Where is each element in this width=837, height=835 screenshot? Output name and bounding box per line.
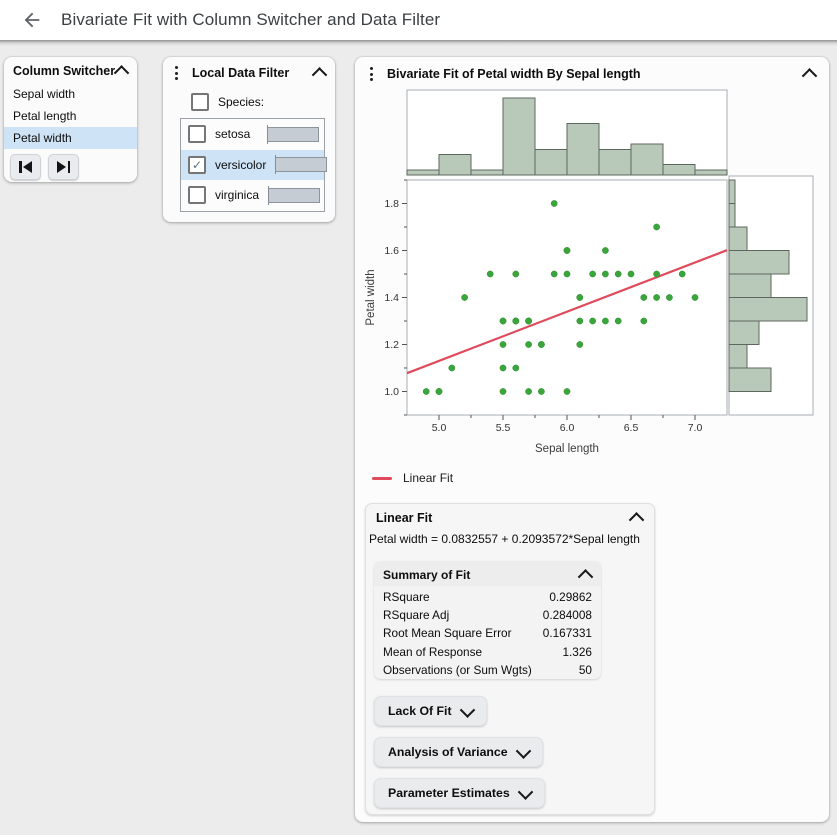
row-label: RSquare — [383, 590, 430, 604]
level-count-bar[interactable] — [275, 155, 328, 175]
legend-line-swatch — [372, 476, 392, 480]
filter-level-versicolor[interactable]: ✓ versicolor — [181, 149, 328, 181]
fit-equation: Petal width = 0.0832557 + 0.2093572*Sepa… — [369, 532, 640, 546]
summary-of-fit-card: Summary of Fit RSquare 0.29862 RSquare Adj… — [374, 561, 601, 679]
app-header: Bivariate Fit with Column Switcher and D… — [0, 0, 837, 40]
summary-of-fit-rows: RSquare 0.29862 RSquare Adj 0.284008 Root Me… — [374, 586, 601, 679]
bivariate-title: Bivariate Fit of Petal width By Sepal le… — [387, 67, 641, 81]
row-label: Observations (or Sum Wgts) — [383, 662, 532, 677]
linear-fit-card: Linear Fit Petal width = 0.0832557 + 0.2… — [365, 503, 655, 815]
menu-dots-icon[interactable] — [172, 64, 181, 82]
filter-level-setosa[interactable]: setosa — [181, 119, 324, 150]
chevron-down-icon — [515, 742, 531, 759]
summary-row: RSquare Adj 0.284008 — [374, 606, 601, 624]
step-backward-icon — [19, 161, 32, 173]
filter-level-virginica[interactable]: virginica — [181, 180, 324, 211]
chevron-up-icon[interactable] — [311, 66, 328, 83]
species-label: Species: — [218, 95, 265, 109]
column-item-sepal-width[interactable]: Sepal width — [13, 87, 76, 101]
svg-text:6.5: 6.5 — [624, 422, 639, 434]
svg-text:5.5: 5.5 — [496, 422, 511, 434]
svg-text:Sepal length: Sepal length — [535, 443, 599, 455]
level-count-bar[interactable] — [267, 124, 319, 144]
bivariate-plot[interactable]: 5.0 5.5 6.0 6.5 7.0 1.0 1.2 1.4 1.6 1.8 Sepal leng… — [358, 85, 828, 465]
svg-text:1.8: 1.8 — [384, 198, 399, 210]
column-switcher-panel: Column Switcher Sepal width Petal length P… — [4, 57, 137, 182]
species-filter-row: Species: — [191, 93, 335, 111]
summary-row: Mean of Response 1.326 — [374, 643, 601, 661]
level-count-bar[interactable] — [268, 185, 321, 205]
chevron-up-icon[interactable] — [628, 511, 645, 528]
column-switcher-buttons — [4, 149, 137, 180]
column-switcher-title: Column Switcher — [13, 64, 116, 78]
row-value: 50 — [578, 662, 592, 677]
chevron-down-icon — [459, 701, 475, 718]
section-label: Analysis of Variance — [388, 745, 508, 759]
svg-text:Petal width: Petal width — [365, 269, 377, 325]
summary-row: Root Mean Square Error 0.167331 — [374, 624, 601, 642]
column-item-petal-length[interactable]: Petal length — [13, 109, 77, 123]
svg-text:6.0: 6.0 — [560, 422, 575, 434]
summary-of-fit-title: Summary of Fit — [383, 568, 471, 582]
level-label: virginica — [215, 188, 260, 203]
local-data-filter-header: Local Data Filter — [163, 57, 335, 87]
svg-text:1.2: 1.2 — [384, 339, 399, 351]
level-checkbox[interactable] — [188, 186, 206, 205]
header-shadow — [0, 40, 837, 46]
linear-fit-title: Linear Fit — [376, 511, 433, 525]
section-label: Lack Of Fit — [388, 704, 452, 718]
bivariate-panel: Bivariate Fit of Petal width By Sepal le… — [355, 57, 829, 822]
summary-row: Observations (or Sum Wgts) 50 — [374, 661, 601, 679]
level-label: setosa — [215, 127, 251, 142]
row-value: 1.326 — [562, 644, 592, 659]
linear-fit-header: Linear Fit — [366, 504, 654, 529]
local-data-filter-panel: Local Data Filter Species: setosa ✓ versic… — [163, 57, 335, 222]
level-checkbox[interactable]: ✓ — [188, 155, 206, 174]
level-label: versicolor — [215, 157, 267, 172]
local-data-filter-title: Local Data Filter — [192, 66, 290, 80]
row-value: 0.284008 — [542, 608, 592, 623]
row-value: 0.29862 — [549, 590, 592, 604]
species-checkbox[interactable] — [191, 93, 209, 111]
species-levels-box: setosa ✓ versicolor virginica — [180, 118, 328, 212]
lack-of-fit-button[interactable]: Lack Of Fit — [374, 696, 487, 726]
parameter-estimates-button[interactable]: Parameter Estimates — [374, 778, 545, 808]
chevron-up-icon[interactable] — [801, 67, 818, 84]
chevron-down-icon — [517, 783, 533, 800]
chevron-up-icon[interactable] — [577, 568, 594, 585]
collapsed-sections: Lack Of Fit Analysis of Variance Parameter… — [374, 696, 545, 808]
level-checkbox[interactable] — [188, 125, 206, 144]
next-column-button[interactable] — [48, 154, 79, 180]
analysis-of-variance-button[interactable]: Analysis of Variance — [374, 737, 543, 767]
step-forward-icon — [57, 161, 70, 173]
svg-text:1.6: 1.6 — [384, 245, 399, 257]
row-value: 0.167331 — [542, 626, 592, 641]
row-label: Root Mean Square Error — [383, 626, 512, 641]
svg-text:1.0: 1.0 — [384, 386, 399, 398]
bivariate-header: Bivariate Fit of Petal width By Sepal le… — [355, 57, 829, 87]
row-label: Mean of Response — [383, 644, 483, 659]
summary-row: RSquare 0.29862 — [374, 588, 601, 606]
row-label: RSquare Adj — [383, 608, 450, 623]
previous-column-button[interactable] — [10, 154, 41, 180]
column-item-petal-width[interactable]: Petal width — [4, 127, 137, 149]
arrow-left-icon — [24, 12, 40, 28]
svg-text:5.0: 5.0 — [432, 422, 447, 434]
section-label: Parameter Estimates — [388, 786, 510, 800]
svg-text:1.4: 1.4 — [384, 292, 399, 304]
menu-dots-icon[interactable] — [367, 65, 376, 83]
chevron-up-icon[interactable] — [113, 64, 130, 81]
fit-legend: Linear Fit — [372, 471, 453, 485]
back-button[interactable] — [20, 8, 44, 32]
column-switcher-header: Column Switcher — [4, 57, 137, 83]
column-list: Sepal width Petal length Petal width — [4, 83, 137, 149]
svg-text:7.0: 7.0 — [688, 422, 703, 434]
legend-label: Linear Fit — [403, 471, 454, 485]
page-title: Bivariate Fit with Column Switcher and D… — [61, 10, 441, 29]
summary-of-fit-header: Summary of Fit — [374, 561, 601, 586]
